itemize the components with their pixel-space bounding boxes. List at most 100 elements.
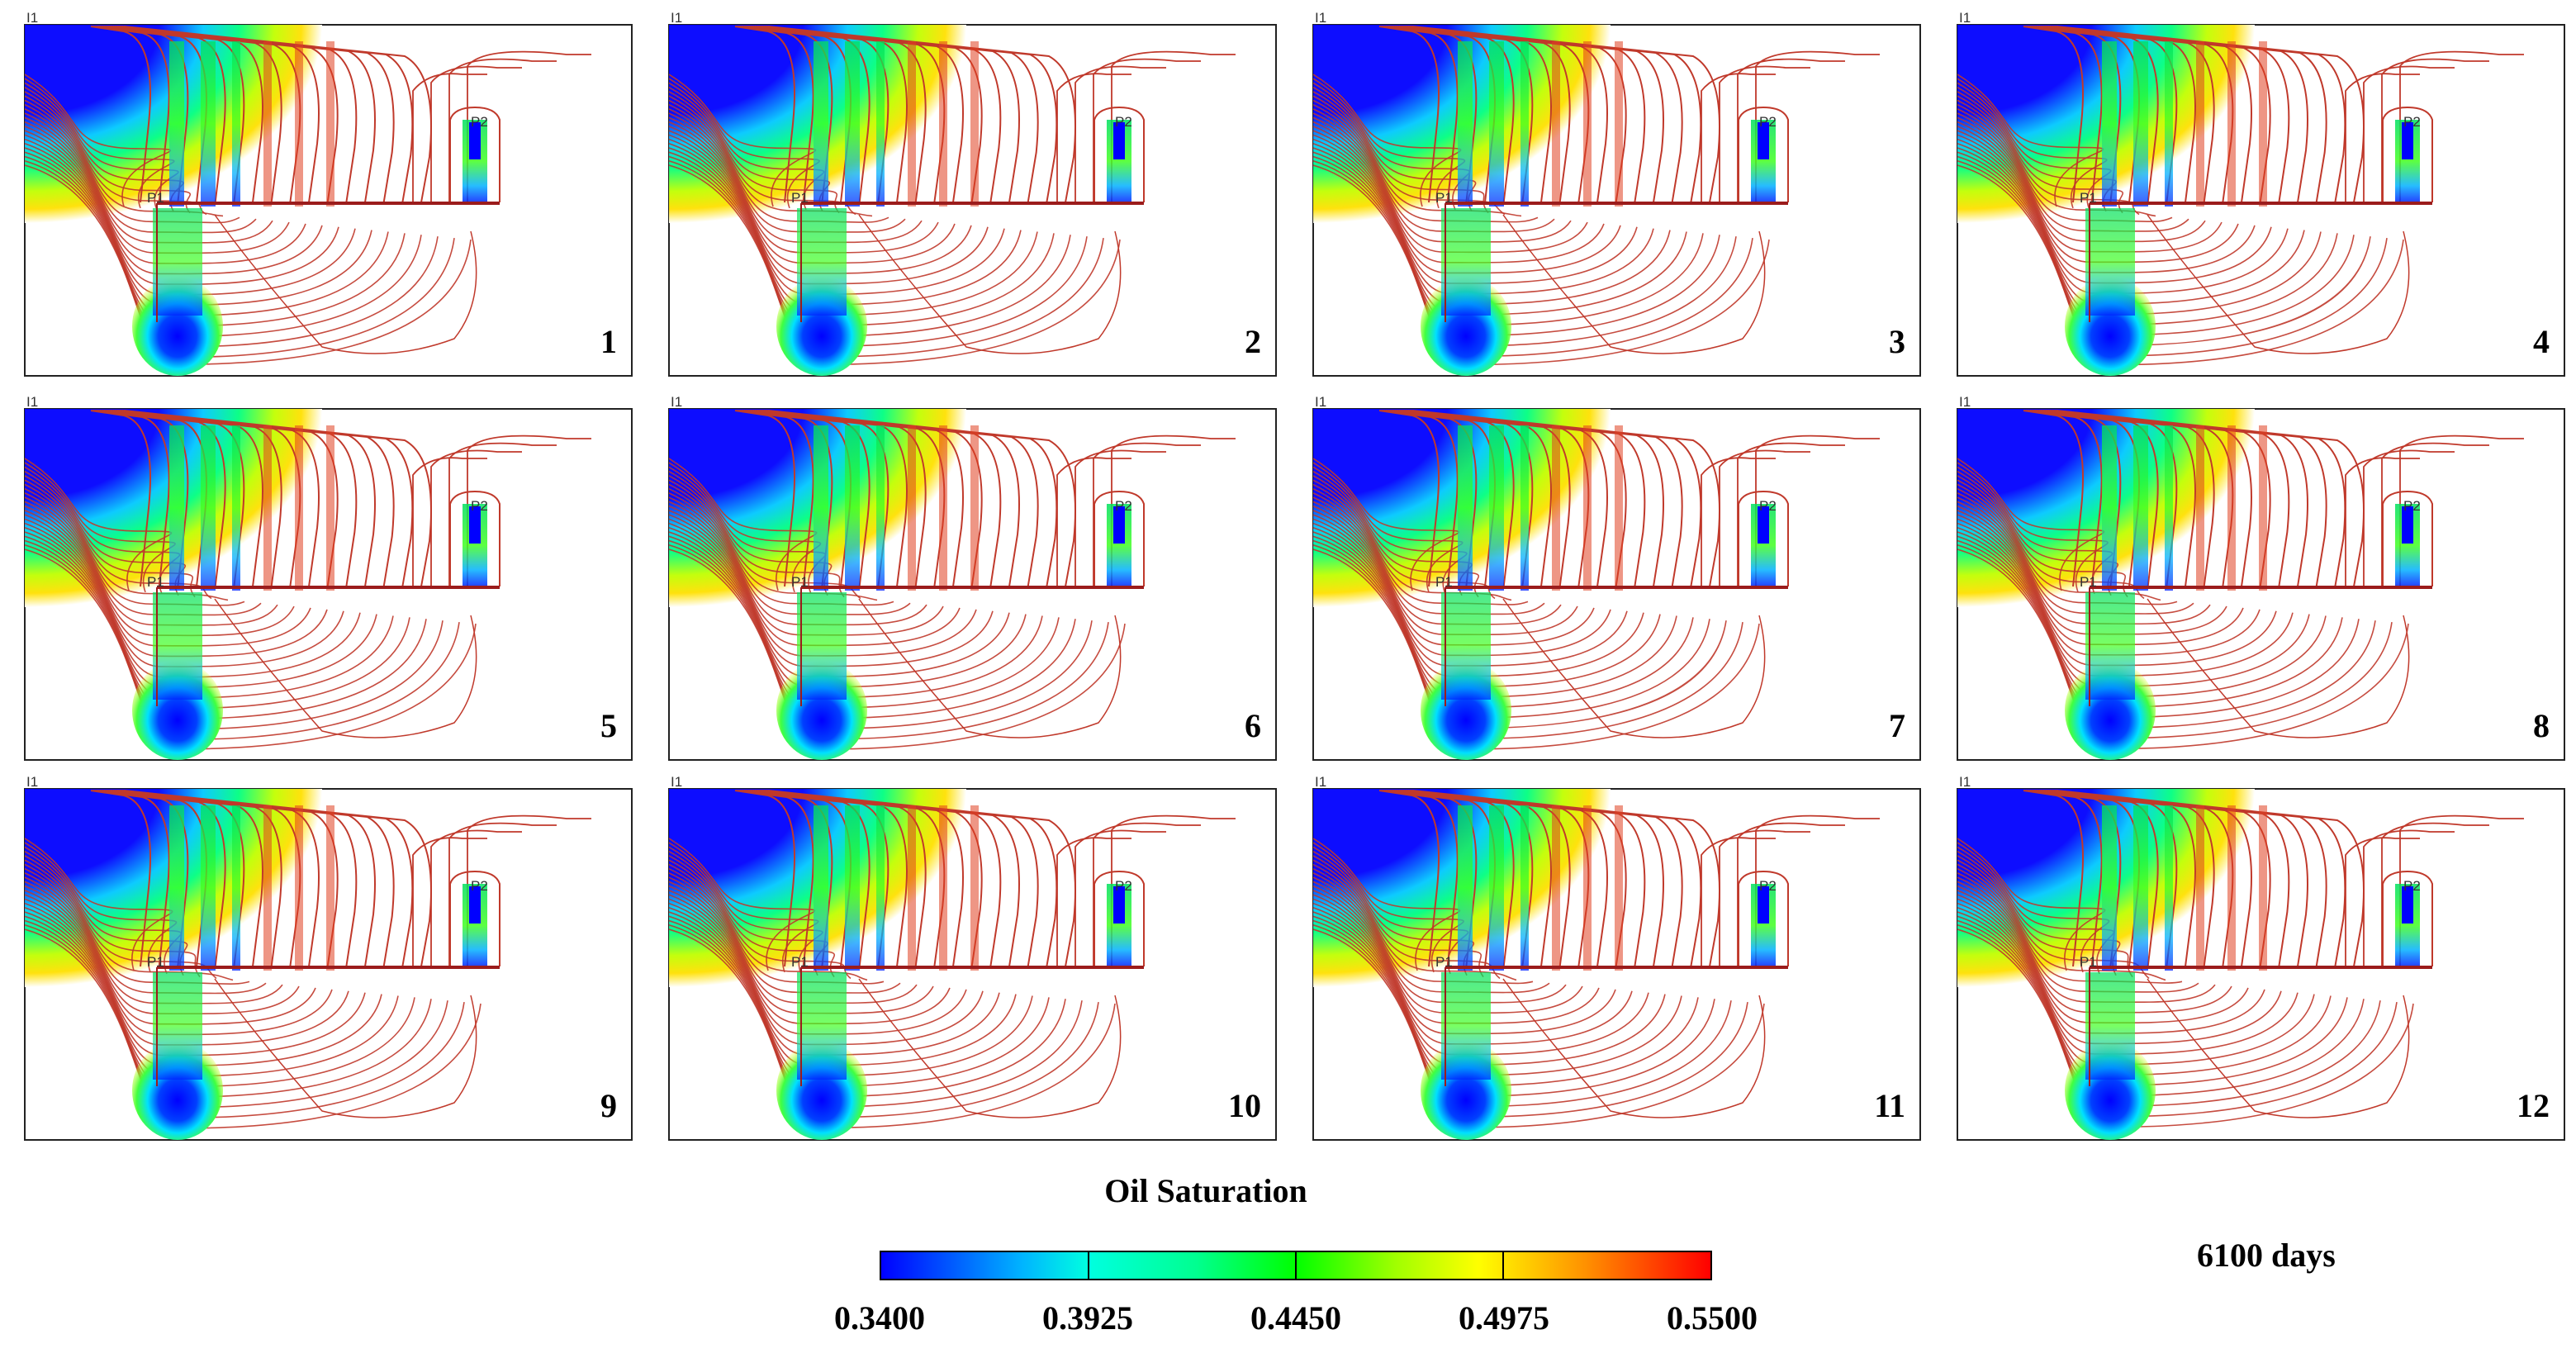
streamline bbox=[90, 26, 151, 203]
streamline bbox=[2147, 598, 2410, 738]
streamline-panel: I1 P1 P2 12 bbox=[1957, 774, 2565, 1141]
streamline bbox=[119, 410, 395, 587]
streamline bbox=[1738, 106, 1789, 202]
saturation-band bbox=[2196, 425, 2204, 591]
well-label: P1 bbox=[147, 574, 164, 590]
saturation-streamline-plot bbox=[24, 408, 633, 761]
streamline bbox=[412, 73, 487, 202]
streamline bbox=[448, 58, 557, 202]
well-label: I1 bbox=[671, 774, 683, 790]
saturation-band bbox=[845, 805, 860, 971]
saturation-band bbox=[2259, 805, 2267, 971]
panel-number: 5 bbox=[600, 707, 617, 744]
streamline bbox=[2382, 870, 2433, 966]
streamline bbox=[1313, 475, 1480, 598]
saturation-band bbox=[1552, 425, 1560, 591]
streamline bbox=[1111, 434, 1236, 586]
saturation-band bbox=[876, 41, 885, 207]
saturation-band bbox=[1489, 425, 1504, 591]
streamline bbox=[25, 74, 172, 207]
streamline bbox=[1957, 876, 2216, 1004]
well-label: P2 bbox=[2403, 114, 2421, 130]
saturation-band bbox=[2227, 425, 2236, 591]
streamline bbox=[467, 50, 591, 202]
streamline bbox=[1093, 870, 1145, 966]
streamline bbox=[1405, 26, 1664, 203]
streamline-panel: I1 P1 P2 8 bbox=[1957, 394, 2565, 761]
saturation-band bbox=[1458, 41, 1473, 207]
streamline bbox=[467, 434, 591, 586]
streamline bbox=[116, 26, 376, 203]
streamline bbox=[1701, 73, 1776, 202]
streamline-panel: I1 P1 P2 1 bbox=[24, 10, 633, 377]
saturation-band bbox=[845, 41, 860, 207]
streamline bbox=[1313, 78, 1466, 209]
streamline bbox=[121, 410, 414, 587]
streamline bbox=[2382, 106, 2433, 202]
saturation-band bbox=[2196, 41, 2204, 207]
streamline bbox=[1407, 26, 1683, 203]
panel-number: 2 bbox=[1245, 323, 1261, 360]
streamline bbox=[99, 26, 226, 203]
streamline bbox=[1313, 103, 1539, 223]
streamline bbox=[106, 26, 282, 203]
saturation-band bbox=[1552, 41, 1560, 207]
streamline bbox=[1313, 492, 1545, 615]
streamline bbox=[1957, 99, 2156, 217]
streamline bbox=[669, 867, 885, 985]
streamline bbox=[1093, 58, 1201, 202]
streamline bbox=[25, 876, 283, 1004]
streamline bbox=[412, 457, 487, 586]
streamline bbox=[1410, 410, 1702, 587]
streamline bbox=[2054, 410, 2346, 587]
streamline bbox=[1411, 26, 1720, 203]
streamline bbox=[1313, 458, 1460, 591]
streamline bbox=[25, 492, 262, 616]
saturation-band bbox=[2102, 805, 2117, 971]
streamline bbox=[2054, 790, 2346, 967]
streamline-panel: I1 P1 P2 3 bbox=[1312, 10, 1921, 377]
streamline bbox=[750, 790, 927, 967]
saturation-streamline-plot bbox=[668, 788, 1277, 1141]
saturation-band bbox=[232, 425, 240, 591]
streamline bbox=[1313, 99, 1522, 217]
streamline bbox=[1957, 483, 2161, 601]
saturation-band bbox=[1583, 425, 1592, 591]
streamline bbox=[2056, 26, 2365, 203]
streamline bbox=[763, 790, 1039, 967]
streamline bbox=[2052, 790, 2327, 967]
streamline bbox=[1957, 78, 2108, 209]
panel-number: 11 bbox=[1874, 1087, 1905, 1124]
streamline bbox=[90, 790, 151, 967]
streamline bbox=[1378, 410, 1440, 587]
streamline bbox=[1388, 410, 1515, 587]
streamline bbox=[743, 410, 871, 587]
streamline bbox=[2052, 26, 2327, 203]
streamline bbox=[2038, 410, 2215, 587]
streamline bbox=[1381, 26, 1459, 203]
streamline bbox=[1957, 872, 2199, 993]
streamline bbox=[1313, 501, 1578, 636]
streamline bbox=[25, 95, 207, 216]
streamline bbox=[1957, 91, 2124, 214]
right-pocket-core bbox=[1758, 506, 1769, 544]
streamline bbox=[1755, 50, 1880, 202]
saturation-band bbox=[876, 805, 885, 971]
streamline bbox=[1701, 457, 1776, 586]
well-label: P1 bbox=[791, 190, 809, 206]
streamline bbox=[1957, 108, 2189, 232]
streamline bbox=[1957, 95, 2140, 216]
streamline bbox=[93, 790, 170, 967]
streamline bbox=[669, 487, 894, 606]
streamline bbox=[1411, 410, 1720, 587]
streamline bbox=[669, 116, 939, 254]
saturation-band bbox=[1489, 805, 1504, 971]
saturation-band bbox=[1583, 41, 1592, 207]
streamline bbox=[669, 99, 873, 217]
saturation-band bbox=[169, 805, 184, 971]
streamline bbox=[1410, 790, 1702, 967]
producer-saturation-band bbox=[2085, 592, 2135, 700]
streamline bbox=[669, 483, 878, 601]
well-label: I1 bbox=[1959, 10, 1971, 26]
